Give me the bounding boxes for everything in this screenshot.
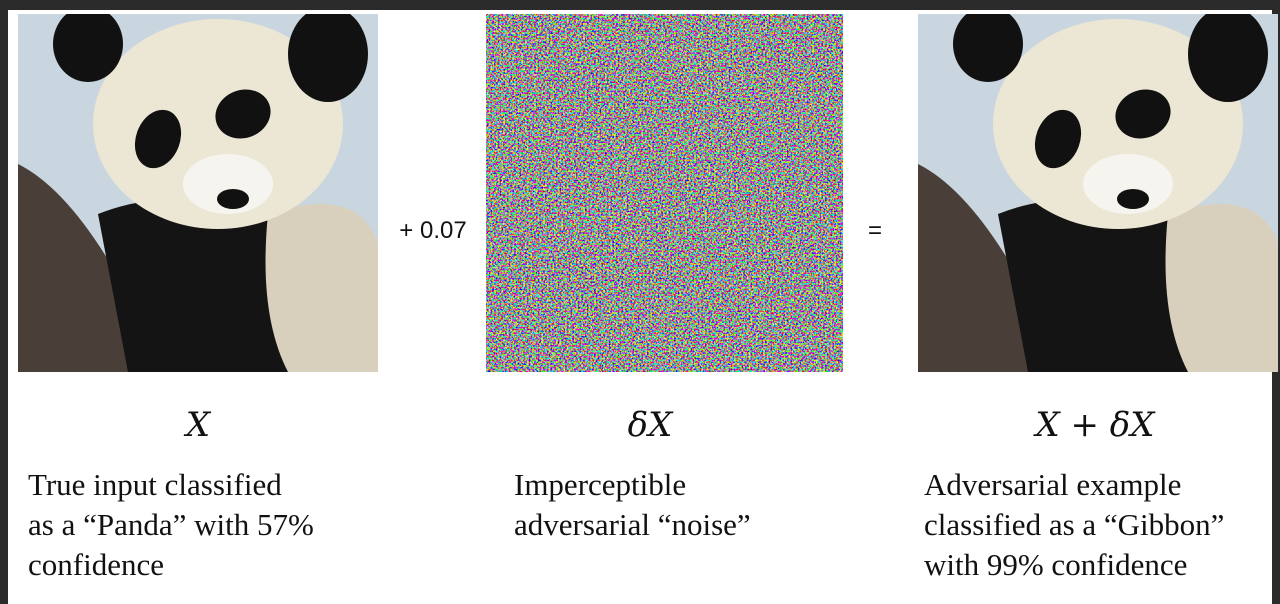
symbol: δX xyxy=(628,405,674,445)
caption-line: with 99% confidence xyxy=(924,547,1187,582)
caption-line: adversarial “noise” xyxy=(514,507,751,542)
slide: + 0.07 = X δX X + δX True input classifi… xyxy=(0,0,1280,604)
caption-line: True input classified xyxy=(28,467,282,502)
symbol: X xyxy=(183,405,212,445)
caption-line: confidence xyxy=(28,547,164,582)
symbol: X + δX xyxy=(1033,405,1157,445)
input-image xyxy=(18,6,378,372)
caption-line: Adversarial example xyxy=(924,467,1181,502)
caption-line: Imperceptible xyxy=(514,467,686,502)
plus-operator: + 0.07 xyxy=(399,217,466,244)
adversarial-image xyxy=(918,6,1278,372)
equals-operator: = xyxy=(868,217,882,244)
caption-line: classified as a “Gibbon” xyxy=(924,507,1224,542)
caption-line: as a “Panda” with 57% xyxy=(28,507,314,542)
noise-image xyxy=(486,14,843,372)
